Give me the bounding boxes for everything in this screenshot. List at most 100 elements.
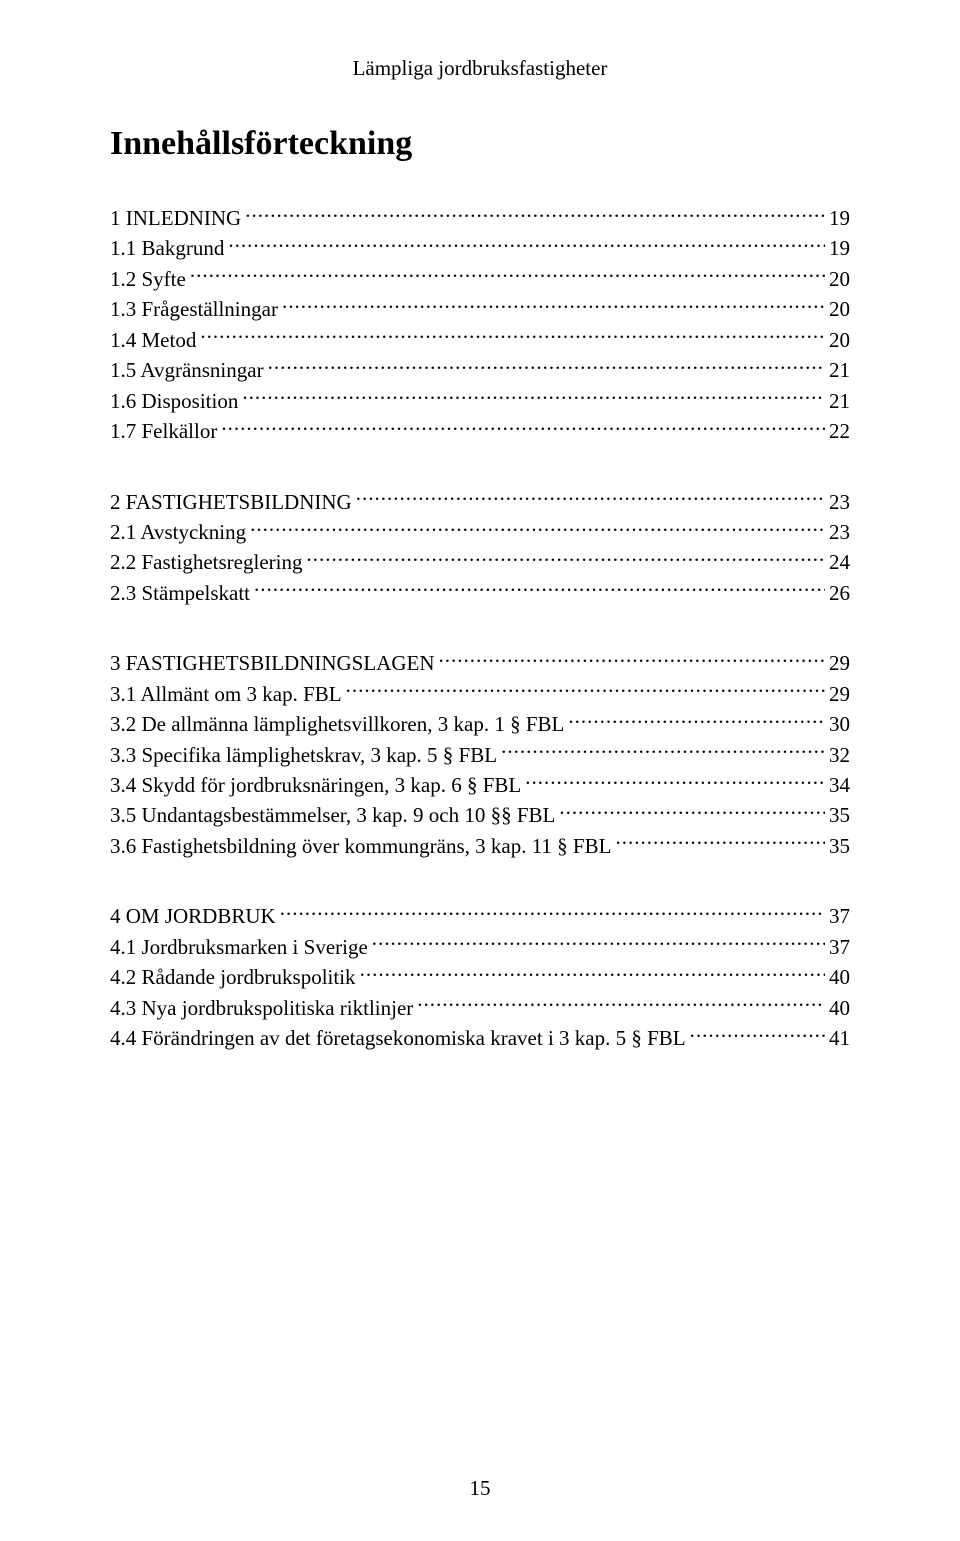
toc-entry-page: 37 (829, 901, 850, 931)
toc-entry-label: 4 OM JORDBRUK (110, 901, 276, 931)
toc-leader (690, 1024, 825, 1045)
toc-entry-page: 20 (829, 264, 850, 294)
toc-leader (221, 417, 825, 438)
toc-group: 3 FASTIGHETSBILDNINGSLAGEN293.1 Allmänt … (110, 648, 850, 861)
toc-entry-page: 21 (829, 355, 850, 385)
toc-leader (346, 680, 825, 701)
toc-leader (559, 801, 825, 822)
toc-leader (356, 488, 825, 509)
toc-leader (245, 204, 825, 225)
toc-title: Innehållsförteckning (110, 125, 850, 163)
toc-entry-page: 37 (829, 932, 850, 962)
toc-entry-label: 3.4 Skydd för jordbruksnäringen, 3 kap. … (110, 770, 521, 800)
toc-entry-label: 1.6 Disposition (110, 386, 238, 416)
toc-entry-label: 1.4 Metod (110, 325, 196, 355)
toc-entry-page: 32 (829, 740, 850, 770)
toc-entry-label: 2 FASTIGHETSBILDNING (110, 487, 352, 517)
toc-container: 1 INLEDNING191.1 Bakgrund191.2 Syfte201.… (110, 203, 850, 1054)
toc-entry: 1.7 Felkällor 22 (110, 416, 850, 446)
toc-entry-page: 41 (829, 1023, 850, 1053)
toc-leader (282, 295, 825, 316)
toc-entry: 4.1 Jordbruksmarken i Sverige 37 (110, 932, 850, 962)
toc-entry-label: 1.7 Felkällor (110, 416, 217, 446)
toc-entry-label: 3.3 Specifika lämplighetskrav, 3 kap. 5 … (110, 740, 497, 770)
toc-entry-label: 1.2 Syfte (110, 264, 186, 294)
toc-entry: 3.2 De allmänna lämplighetsvillkoren, 3 … (110, 709, 850, 739)
toc-leader (250, 518, 825, 539)
toc-entry-page: 35 (829, 831, 850, 861)
toc-entry: 2.3 Stämpelskatt 26 (110, 578, 850, 608)
toc-entry: 1.5 Avgränsningar 21 (110, 355, 850, 385)
toc-entry-page: 29 (829, 679, 850, 709)
toc-leader (360, 963, 825, 984)
toc-entry-page: 21 (829, 386, 850, 416)
toc-entry-page: 20 (829, 325, 850, 355)
toc-entry-label: 2.2 Fastighetsreglering (110, 547, 302, 577)
toc-entry-label: 4.3 Nya jordbrukspolitiska riktlinjer (110, 993, 413, 1023)
toc-leader (525, 771, 825, 792)
toc-entry: 3.3 Specifika lämplighetskrav, 3 kap. 5 … (110, 740, 850, 770)
toc-entry-label: 1.5 Avgränsningar (110, 355, 264, 385)
toc-leader (200, 326, 825, 347)
toc-entry-page: 23 (829, 517, 850, 547)
toc-entry: 3.6 Fastighetsbildning över kommungräns,… (110, 831, 850, 861)
toc-group: 1 INLEDNING191.1 Bakgrund191.2 Syfte201.… (110, 203, 850, 447)
toc-leader (439, 649, 825, 670)
toc-leader (615, 832, 825, 853)
toc-entry-page: 34 (829, 770, 850, 800)
toc-entry: 4.3 Nya jordbrukspolitiska riktlinjer 40 (110, 993, 850, 1023)
toc-entry-label: 2.1 Avstyckning (110, 517, 246, 547)
toc-entry: 1.3 Frågeställningar 20 (110, 294, 850, 324)
toc-entry-page: 22 (829, 416, 850, 446)
toc-leader (268, 356, 825, 377)
toc-entry: 1.1 Bakgrund 19 (110, 233, 850, 263)
toc-leader (372, 933, 825, 954)
toc-entry-page: 19 (829, 203, 850, 233)
toc-entry-page: 23 (829, 487, 850, 517)
toc-entry-label: 4.2 Rådande jordbrukspolitik (110, 962, 356, 992)
toc-entry-page: 40 (829, 993, 850, 1023)
toc-entry-label: 4.1 Jordbruksmarken i Sverige (110, 932, 368, 962)
toc-entry: 4.2 Rådande jordbrukspolitik 40 (110, 962, 850, 992)
toc-entry: 1.2 Syfte 20 (110, 264, 850, 294)
toc-entry: 4 OM JORDBRUK 37 (110, 901, 850, 931)
toc-leader (190, 265, 825, 286)
document-page: Lämpliga jordbruksfastigheter Innehållsf… (0, 0, 960, 1541)
running-head: Lämpliga jordbruksfastigheter (110, 56, 850, 81)
toc-entry: 3.1 Allmänt om 3 kap. FBL 29 (110, 679, 850, 709)
toc-entry: 2 FASTIGHETSBILDNING 23 (110, 487, 850, 517)
toc-group: 4 OM JORDBRUK374.1 Jordbruksmarken i Sve… (110, 901, 850, 1053)
toc-entry-label: 2.3 Stämpelskatt (110, 578, 250, 608)
toc-entry-label: 3.1 Allmänt om 3 kap. FBL (110, 679, 342, 709)
toc-entry-page: 26 (829, 578, 850, 608)
toc-entry: 3 FASTIGHETSBILDNINGSLAGEN 29 (110, 648, 850, 678)
toc-leader (306, 548, 825, 569)
toc-entry-page: 24 (829, 547, 850, 577)
toc-leader (501, 741, 825, 762)
toc-entry-label: 1.1 Bakgrund (110, 233, 224, 263)
toc-leader (568, 710, 825, 731)
toc-leader (280, 902, 825, 923)
toc-entry: 2.2 Fastighetsreglering 24 (110, 547, 850, 577)
toc-entry-label: 3.6 Fastighetsbildning över kommungräns,… (110, 831, 611, 861)
toc-entry-label: 3 FASTIGHETSBILDNINGSLAGEN (110, 648, 435, 678)
toc-entry-page: 19 (829, 233, 850, 263)
toc-entry-page: 35 (829, 800, 850, 830)
toc-leader (417, 994, 825, 1015)
toc-entry-label: 3.5 Undantagsbestämmelser, 3 kap. 9 och … (110, 800, 555, 830)
toc-entry-page: 20 (829, 294, 850, 324)
toc-entry-label: 3.2 De allmänna lämplighetsvillkoren, 3 … (110, 709, 564, 739)
toc-entry-label: 1.3 Frågeställningar (110, 294, 278, 324)
toc-group: 2 FASTIGHETSBILDNING232.1 Avstyckning232… (110, 487, 850, 609)
toc-entry: 1.4 Metod 20 (110, 325, 850, 355)
toc-entry: 1 INLEDNING19 (110, 203, 850, 233)
toc-entry-page: 30 (829, 709, 850, 739)
toc-leader (254, 579, 825, 600)
toc-leader (242, 387, 825, 408)
toc-entry: 3.5 Undantagsbestämmelser, 3 kap. 9 och … (110, 800, 850, 830)
toc-entry-page: 29 (829, 648, 850, 678)
toc-entry: 1.6 Disposition 21 (110, 386, 850, 416)
toc-entry-page: 40 (829, 962, 850, 992)
toc-entry-label: 4.4 Förändringen av det företagsekonomis… (110, 1023, 686, 1053)
toc-entry: 4.4 Förändringen av det företagsekonomis… (110, 1023, 850, 1053)
